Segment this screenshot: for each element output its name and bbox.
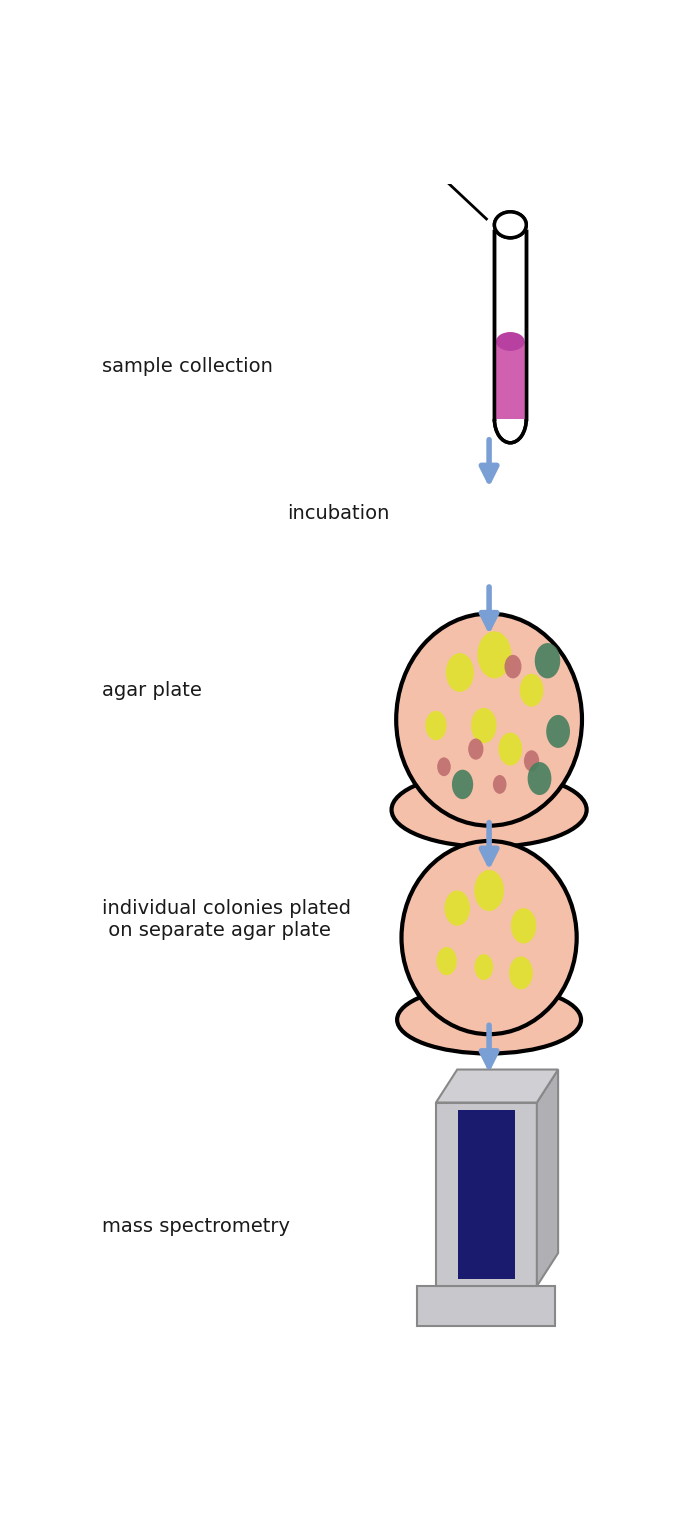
Ellipse shape: [446, 653, 474, 692]
Text: sample collection: sample collection: [101, 356, 273, 376]
Ellipse shape: [520, 673, 543, 707]
Ellipse shape: [474, 871, 504, 910]
Ellipse shape: [546, 715, 570, 748]
Text: agar plate: agar plate: [101, 681, 201, 699]
Ellipse shape: [468, 739, 484, 760]
Ellipse shape: [509, 956, 533, 990]
Ellipse shape: [495, 211, 526, 237]
Bar: [458, 1109, 514, 1279]
Ellipse shape: [401, 842, 577, 1034]
Polygon shape: [436, 1069, 558, 1103]
Ellipse shape: [504, 655, 521, 678]
Bar: [417, 1287, 556, 1327]
Ellipse shape: [524, 750, 539, 771]
Ellipse shape: [392, 773, 586, 848]
Ellipse shape: [401, 127, 421, 158]
Ellipse shape: [535, 643, 560, 678]
Ellipse shape: [499, 733, 522, 765]
Bar: [436, 1103, 537, 1287]
Polygon shape: [537, 1069, 558, 1287]
Ellipse shape: [437, 757, 451, 776]
Ellipse shape: [496, 332, 525, 350]
Ellipse shape: [397, 985, 581, 1054]
Bar: [496, 341, 525, 419]
Ellipse shape: [452, 770, 473, 799]
Ellipse shape: [475, 955, 493, 981]
Ellipse shape: [436, 947, 457, 975]
Ellipse shape: [493, 776, 506, 794]
Ellipse shape: [445, 890, 470, 926]
Ellipse shape: [511, 909, 536, 944]
Text: individual colonies plated
 on separate agar plate: individual colonies plated on separate a…: [101, 900, 351, 941]
Ellipse shape: [527, 762, 551, 796]
Ellipse shape: [471, 708, 497, 744]
Ellipse shape: [495, 211, 526, 237]
Ellipse shape: [396, 614, 582, 826]
Text: mass spectrometry: mass spectrometry: [101, 1216, 290, 1236]
Ellipse shape: [477, 632, 512, 678]
Ellipse shape: [425, 711, 447, 741]
Text: incubation: incubation: [288, 503, 390, 523]
